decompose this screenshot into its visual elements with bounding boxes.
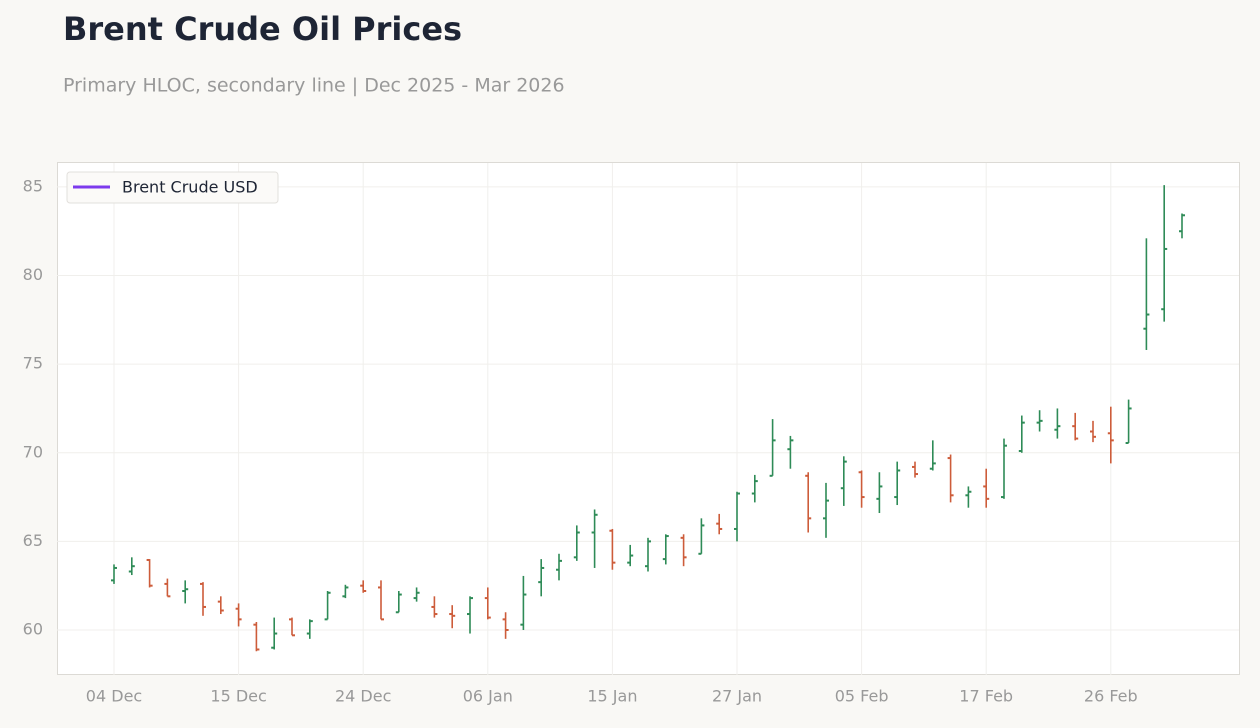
y-tick-label: 75 <box>23 354 43 373</box>
x-tick-label: 27 Jan <box>712 687 762 706</box>
y-tick-label: 65 <box>23 531 43 550</box>
x-tick-label: 06 Jan <box>463 687 513 706</box>
x-tick-label: 26 Feb <box>1084 687 1138 706</box>
x-tick-label: 24 Dec <box>335 687 391 706</box>
x-tick-label: 15 Dec <box>210 687 266 706</box>
x-tick-label: 15 Jan <box>587 687 637 706</box>
x-tick-label: 05 Feb <box>835 687 889 706</box>
y-tick-label: 80 <box>23 265 43 284</box>
y-tick-label: 60 <box>23 619 43 638</box>
y-tick-label: 85 <box>23 176 43 195</box>
chart-subtitle: Primary HLOC, secondary line | Dec 2025 … <box>63 75 565 97</box>
y-tick-label: 70 <box>23 442 43 461</box>
x-tick-label: 17 Feb <box>959 687 1013 706</box>
plot-area <box>57 162 1240 675</box>
legend-box <box>66 171 279 204</box>
x-tick-label: 04 Dec <box>86 687 142 706</box>
chart-title: Brent Crude Oil Prices <box>63 10 462 48</box>
legend-label: Brent Crude USD <box>122 178 258 197</box>
